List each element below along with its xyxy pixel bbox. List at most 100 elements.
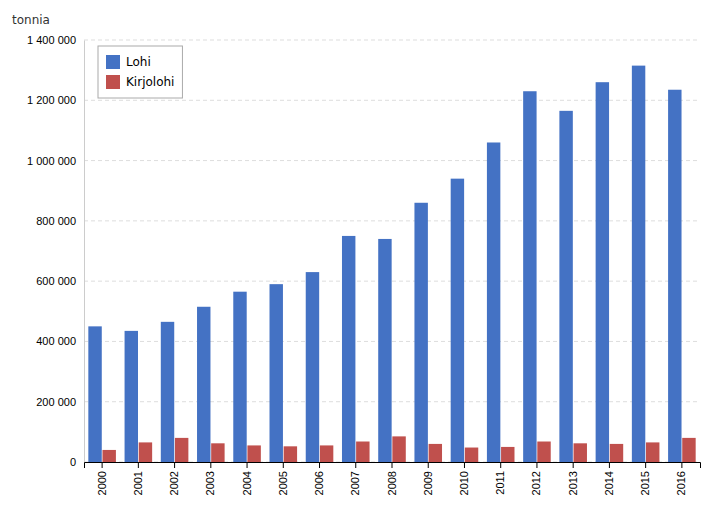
x-tick: 2015 — [639, 462, 651, 495]
x-tick-mark — [102, 462, 103, 468]
bar — [284, 446, 297, 462]
bar — [596, 82, 609, 462]
bar — [429, 444, 442, 462]
y-axis-line — [84, 41, 85, 463]
x-tick: 2009 — [422, 462, 434, 495]
bar — [247, 445, 260, 462]
bar — [102, 450, 115, 462]
x-tick-mark — [681, 462, 682, 468]
x-tick-mark — [536, 462, 537, 468]
y-tick: 200 000 — [36, 396, 84, 408]
x-tick-label: 2001 — [132, 471, 144, 495]
bar — [197, 307, 210, 462]
x-tick-mark — [464, 462, 465, 468]
x-tick: 2008 — [386, 462, 398, 495]
y-tick: 600 000 — [36, 275, 84, 287]
bar — [392, 436, 405, 462]
x-tick-mark — [609, 462, 610, 468]
x-tick-label: 2004 — [241, 471, 253, 495]
y-tick-label: 400 000 — [36, 335, 76, 347]
legend-box — [98, 46, 182, 98]
x-tick-mark — [500, 462, 501, 468]
legend-label: Kirjolohi — [126, 75, 174, 89]
y-tick: 400 000 — [36, 335, 84, 347]
x-tick-label: 2009 — [422, 471, 434, 495]
bar — [139, 442, 152, 462]
y-tick-label: 1 200 000 — [27, 94, 76, 106]
x-tick: 2005 — [277, 462, 289, 495]
bar — [414, 203, 427, 462]
y-tick-label: 1 000 000 — [27, 155, 76, 167]
x-tick-mark — [319, 462, 320, 468]
bar — [161, 322, 174, 462]
x-tick-label: 2006 — [313, 471, 325, 495]
x-tick-mark — [428, 462, 429, 468]
x-tick: 2003 — [204, 462, 216, 495]
bar — [465, 448, 478, 462]
bar — [682, 438, 695, 462]
bar — [537, 442, 550, 462]
bar — [559, 111, 572, 462]
x-tick: 2000 — [96, 462, 108, 495]
x-tick-mark — [247, 462, 248, 468]
y-tick: 1 000 000 — [27, 155, 84, 167]
x-axis-line — [85, 463, 701, 469]
bar-series — [102, 436, 695, 462]
x-tick: 2004 — [241, 462, 253, 495]
bar — [501, 447, 514, 462]
x-tick-label: 2002 — [168, 471, 180, 495]
x-tick: 2011 — [494, 462, 506, 495]
bar — [356, 442, 369, 462]
bar — [342, 236, 355, 462]
x-tick-mark — [355, 462, 356, 468]
legend-item: Kirjolohi — [106, 75, 174, 89]
x-tick-mark — [283, 462, 284, 468]
x-tick: 2007 — [349, 462, 361, 495]
x-tick: 2001 — [132, 462, 144, 495]
x-tick: 2014 — [603, 462, 615, 495]
x-tick-mark — [210, 462, 211, 468]
y-axis: 0200 000400 000600 000800 0001 000 0001 … — [27, 34, 84, 468]
x-tick-label: 2000 — [96, 471, 108, 495]
bars — [88, 66, 695, 462]
x-axis: 2000 2001 2002 2003 2004 2005 2006 2007 2008 2009… — [85, 462, 701, 495]
x-tick-label: 2003 — [204, 471, 216, 495]
x-tick-mark — [138, 462, 139, 468]
y-tick-label: 800 000 — [36, 215, 76, 227]
x-tick-mark — [573, 462, 574, 468]
plot: 0200 000400 000600 000800 0001 000 0001 … — [27, 34, 700, 495]
x-tick-label: 2012 — [530, 471, 542, 495]
bar — [233, 292, 246, 462]
bar — [487, 142, 500, 462]
bar — [378, 239, 391, 462]
bar — [668, 90, 681, 462]
y-tick: 1 400 000 — [27, 34, 84, 46]
x-tick-mark — [392, 462, 393, 468]
bar — [451, 179, 464, 462]
chart-container: 0200 000400 000600 000800 0001 000 0001 … — [0, 0, 720, 524]
legend-swatch — [106, 55, 120, 69]
x-tick-label: 2010 — [458, 471, 470, 495]
x-tick: 2006 — [313, 462, 325, 495]
x-tick-label: 2016 — [675, 471, 687, 495]
x-tick-label: 2005 — [277, 471, 289, 495]
bar — [610, 444, 623, 462]
legend-swatch — [106, 75, 120, 89]
bar — [125, 331, 138, 462]
x-tick: 2013 — [567, 462, 579, 495]
x-tick-label: 2011 — [494, 471, 506, 495]
bar — [523, 91, 536, 462]
legend-label: Lohi — [126, 55, 151, 69]
x-tick-mark — [174, 462, 175, 468]
bar — [632, 66, 645, 462]
x-tick: 2012 — [530, 462, 542, 495]
x-tick-label: 2013 — [567, 471, 579, 495]
bar — [270, 284, 283, 462]
x-tick-mark — [645, 462, 646, 468]
bar — [88, 326, 101, 462]
bar — [306, 272, 319, 462]
chart-svg: 0200 000400 000600 000800 0001 000 0001 … — [0, 0, 720, 524]
legend: Lohi Kirjolohi — [98, 46, 182, 98]
y-tick-label: 1 400 000 — [27, 34, 76, 46]
x-tick-label: 2007 — [349, 471, 361, 495]
